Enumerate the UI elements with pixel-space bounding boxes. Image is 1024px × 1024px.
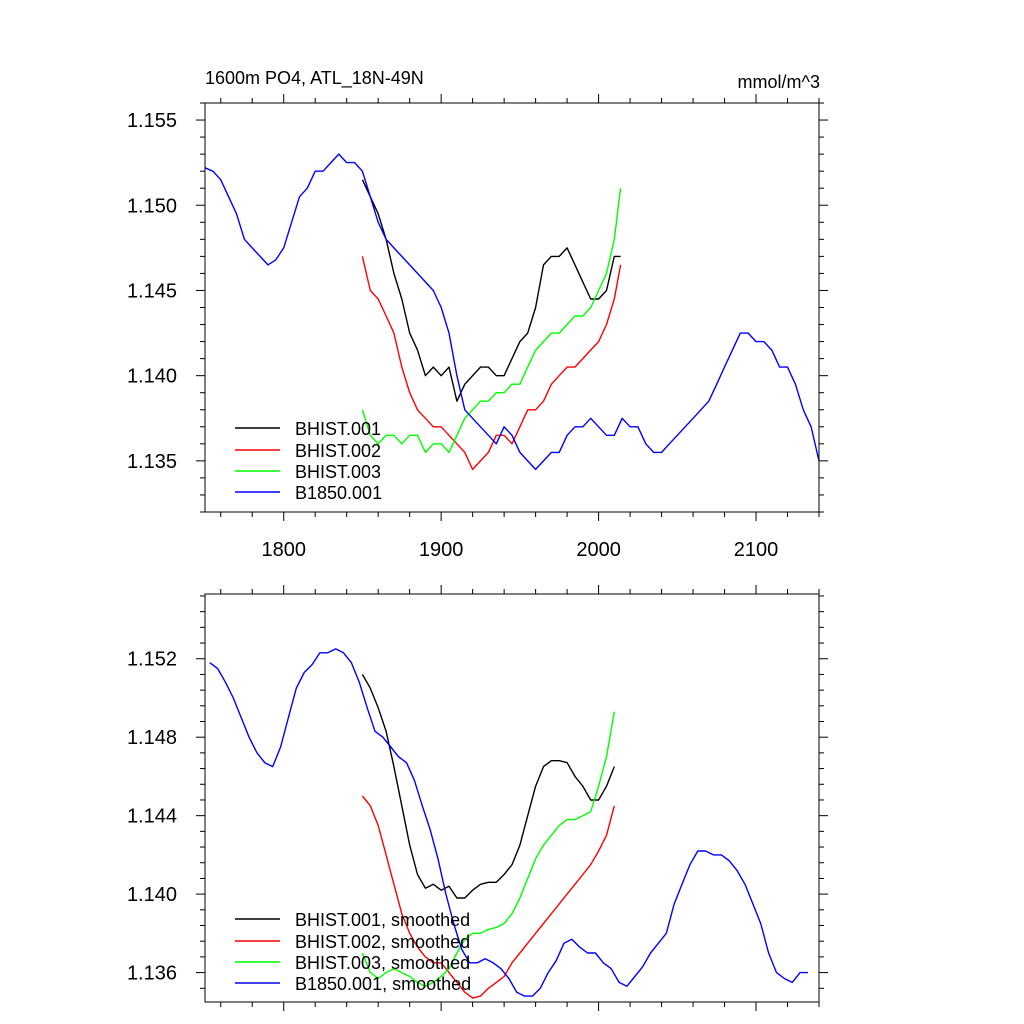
y-tick-label: 1.145 <box>127 280 177 302</box>
legend-label-bhist-001: BHIST.001 <box>295 419 381 439</box>
y-tick-label: 1.144 <box>127 806 177 828</box>
series-line-b1850-001-smoothed <box>209 648 808 997</box>
legend-label-bhist-001-smoothed: BHIST.001, smoothed <box>295 910 470 930</box>
series-line-bhist-002-smoothed <box>361 795 615 999</box>
series-line-bhist-003-smoothed <box>361 711 615 987</box>
legend-label-b1850-001-smoothed: B1850.001, smoothed <box>295 974 471 994</box>
top-legend: BHIST.001 BHIST.002 BHIST.003 B1850.001 <box>235 419 382 503</box>
legend-label-b1850-001: B1850.001 <box>295 483 382 503</box>
x-tick-label: 2000 <box>576 539 621 561</box>
x-tick-label: 1800 <box>261 539 306 561</box>
y-tick-label: 1.140 <box>127 366 177 388</box>
legend-label-bhist-003: BHIST.003 <box>295 462 381 482</box>
units-label: mmol/m^3 <box>738 72 820 92</box>
y-tick-label: 1.148 <box>127 727 177 749</box>
bottom-panel: BHIST.001, smoothed BHIST.002, smoothed … <box>127 585 828 1011</box>
y-tick-label: 1.150 <box>127 195 177 217</box>
legend-label-bhist-002-smoothed: BHIST.002, smoothed <box>295 932 470 952</box>
legend-label-bhist-003-smoothed: BHIST.003, smoothed <box>295 953 470 973</box>
series-line-b1850-001 <box>204 153 820 471</box>
bottom-legend: BHIST.001, smoothed BHIST.002, smoothed … <box>235 910 471 994</box>
legend-label-bhist-002: BHIST.002 <box>295 441 381 461</box>
x-tick-label: 1900 <box>419 539 464 561</box>
y-tick-label: 1.136 <box>127 963 177 985</box>
series-line-bhist-003 <box>361 188 622 454</box>
y-tick-label: 1.140 <box>127 884 177 906</box>
plot-frame <box>204 593 820 1003</box>
y-tick-label: 1.135 <box>127 451 177 473</box>
series-line-bhist-001-smoothed <box>361 674 615 899</box>
x-tick-label: 2100 <box>734 539 779 561</box>
series-line-bhist-002 <box>361 256 622 471</box>
top-panel: 1600m PO4, ATL_18N-49N mmol/m^3 BHIST.00… <box>127 68 828 561</box>
y-tick-label: 1.152 <box>127 649 177 671</box>
series-line-bhist-001 <box>361 179 621 402</box>
y-tick-label: 1.155 <box>127 110 177 132</box>
chart-title: 1600m PO4, ATL_18N-49N <box>205 68 424 89</box>
